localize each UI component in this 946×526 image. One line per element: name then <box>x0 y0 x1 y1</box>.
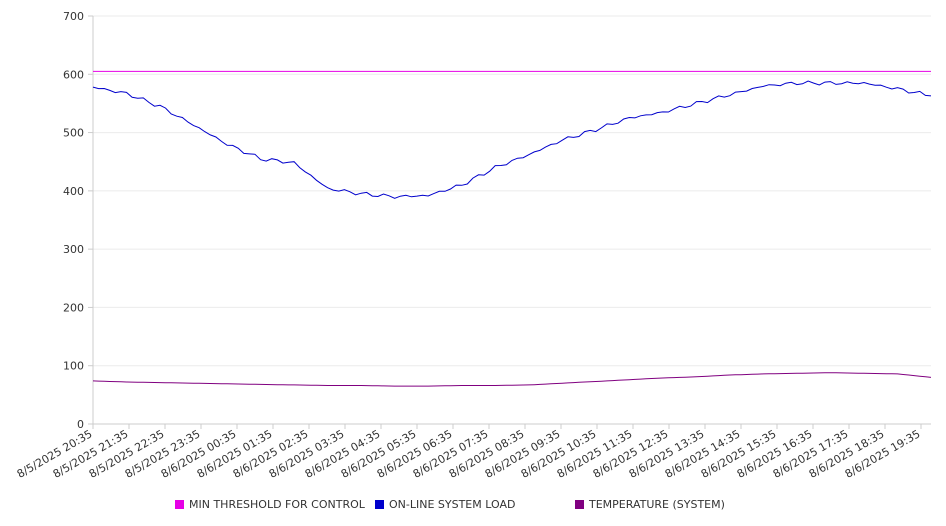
legend-label-temperature: TEMPERATURE (SYSTEM) <box>589 498 725 511</box>
y-tick-label: 0 <box>77 418 84 431</box>
legend-swatch-system-load <box>375 500 384 509</box>
legend-label-threshold: MIN THRESHOLD FOR CONTROL <box>189 498 365 511</box>
legend-swatch-threshold <box>175 500 184 509</box>
legend-item-threshold: MIN THRESHOLD FOR CONTROL <box>175 498 365 512</box>
legend-label-system-load: ON-LINE SYSTEM LOAD <box>389 498 516 511</box>
y-tick-label: 200 <box>63 301 84 314</box>
y-tick-labels: 0 100 200 300 400 500 600 700 <box>63 10 84 431</box>
y-tick-label: 600 <box>63 68 84 81</box>
legend-swatch-temperature <box>575 500 584 509</box>
legend-item-system-load: ON-LINE SYSTEM LOAD <box>375 498 515 512</box>
y-tick-label: 400 <box>63 185 84 198</box>
series-line-2 <box>92 372 932 387</box>
legend-item-temperature: TEMPERATURE (SYSTEM) <box>575 498 725 512</box>
y-tick-label: 500 <box>63 127 84 140</box>
y-tick-label: 300 <box>63 243 84 256</box>
x-tick-labels: 8/5/2025 20:358/5/2025 21:358/5/2025 22:… <box>15 427 923 481</box>
series-line-1 <box>92 80 932 199</box>
y-tick-label: 100 <box>63 360 84 373</box>
series-lines <box>92 70 932 387</box>
axes <box>88 15 931 429</box>
gridlines <box>93 15 931 367</box>
y-tick-label: 700 <box>63 10 84 23</box>
legend: MIN THRESHOLD FOR CONTROL ON-LINE SYSTEM… <box>0 498 946 514</box>
